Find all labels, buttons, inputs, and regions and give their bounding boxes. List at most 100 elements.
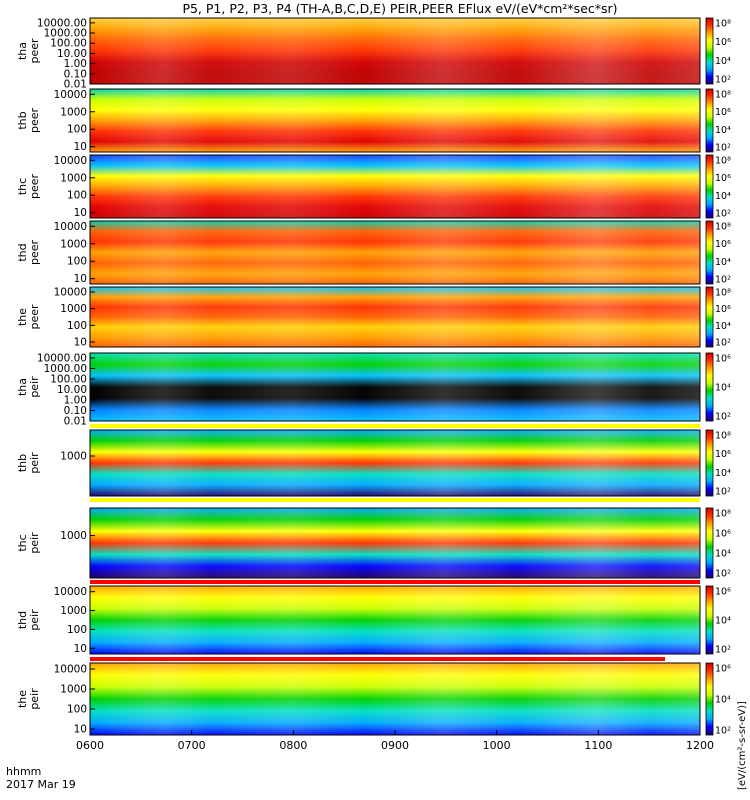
colorbar-tick-label: 10⁸ [715, 90, 731, 101]
spectrogram-texture [90, 89, 700, 152]
colorbar [705, 662, 714, 736]
y-axis-label-probe: tha [16, 42, 29, 60]
quality-flag-bar [90, 498, 700, 502]
panel-thb-peir: 1000 thb peir 10⁸ 10⁶ 10⁴ 10² [16, 429, 731, 498]
colorbar [705, 352, 714, 422]
spectrogram-texture [90, 430, 700, 496]
y-axis-label-probe: thb [16, 111, 29, 129]
colorbar-tick-label: 10⁶ [715, 107, 731, 118]
x-tick-label: 1100 [584, 739, 612, 752]
colorbar-tick-label: 10² [715, 143, 731, 154]
colorbar [705, 88, 714, 153]
x-tick-label: 0800 [279, 739, 307, 752]
colorbar-tick-label: 10² [715, 487, 731, 498]
colorbar-tick-label: 10⁶ [715, 449, 731, 460]
colorbar-tick-label: 10⁴ [715, 125, 731, 136]
panel-frame [89, 429, 701, 497]
y-axis-label-species: peer [28, 38, 41, 64]
colorbar-tick-label: 10⁶ [715, 37, 731, 48]
y-tick-label: 0.10 [64, 68, 87, 80]
y-axis-label-species: peer [28, 240, 41, 266]
time-axis: 0600 0700 0800 0900 1000 1100 1200 [76, 730, 714, 752]
colorbar-unit-label: [eV/(cm²-s-sr-eV)] [737, 701, 748, 790]
y-tick-label: 100.00 [50, 374, 87, 386]
y-axis-label-species: peir [28, 532, 41, 554]
colorbar-tick-label: 10² [715, 75, 731, 86]
panel-stack: 10000.001000.00100.0010.001.000.100.01th… [16, 17, 731, 736]
spectrogram-texture [90, 508, 700, 578]
y-axis-label-probe: thc [16, 178, 29, 195]
y-tick-label: 10000.00 [37, 17, 87, 29]
y-axis-label-probe: the [16, 690, 29, 708]
x-tick-label: 1200 [686, 739, 714, 752]
colorbar-tick-label: 10⁸ [715, 222, 731, 233]
y-tick-label: 1.00 [64, 395, 87, 407]
spectrogram-texture [90, 353, 700, 421]
spectrogram-texture [90, 155, 700, 218]
y-tick-label: 100 [67, 703, 87, 715]
y-tick-label: 1.00 [64, 58, 87, 70]
panel-frame [89, 220, 701, 285]
y-tick-label: 1000 [60, 172, 87, 184]
y-tick-label: 1000.00 [44, 28, 87, 40]
y-tick-label: 100.00 [50, 38, 87, 50]
colorbar [705, 507, 714, 579]
colorbar-tick-label: 10² [715, 209, 731, 220]
quality-flag-bar [90, 424, 700, 428]
colorbar-tick-label: 10⁶ [715, 354, 731, 365]
spectrogram-texture [90, 663, 700, 735]
y-tick-label: 10.00 [57, 48, 87, 60]
colorbar-tick-label: 10⁶ [715, 239, 731, 250]
colorbar-tick-label: 10⁸ [715, 288, 731, 299]
date-label: 2017 Mar 19 [6, 778, 76, 791]
panel-the-peer: 10000 1000 100 10 the peer 10⁸ 10⁶ 10⁴ 10² [16, 286, 731, 349]
y-axis-label-species: peir [28, 609, 41, 631]
y-axis-label-probe: thd [16, 243, 29, 261]
colorbar-tick-label: 10⁸ [715, 509, 731, 520]
y-tick-label: 100 [67, 320, 87, 332]
quality-flag-bar [90, 657, 665, 661]
panel-thd-peer: 10000 1000 100 10 thd peer 10⁸ 10⁶ 10⁴ 10² [16, 220, 731, 286]
y-axis-label-species: peir [28, 376, 41, 398]
panel-frame [89, 507, 701, 579]
figure-title: P5, P1, P2, P3, P4 (TH-A,B,C,D,E) PEIR,P… [182, 1, 617, 16]
y-axis-label-species: peer [28, 174, 41, 200]
colorbar-tick-label: 10⁴ [715, 549, 731, 560]
y-axis-label-probe: thb [16, 454, 29, 472]
colorbar [705, 220, 714, 285]
y-axis-label-species: peir [28, 688, 41, 710]
panel-thb-peer: 10000 1000 100 10 thb peer 10⁸ 10⁶ 10⁴ 10² [16, 88, 731, 154]
y-tick-label: 10000 [54, 221, 87, 233]
colorbar-tick-label: 10⁴ [715, 616, 731, 627]
spectrogram-texture [90, 586, 700, 654]
y-axis-label-probe: tha [16, 378, 29, 396]
y-tick-label: 10000.00 [37, 353, 87, 365]
y-tick-label: 10000 [54, 155, 87, 167]
x-tick-label: 0700 [178, 739, 206, 752]
y-axis-label-probe: the [16, 308, 29, 326]
y-axis-label-species: peir [28, 452, 41, 474]
y-tick-label: 0.10 [64, 405, 87, 417]
panel-thc-peer: 10000 1000 100 10 thc peer 10⁸ 10⁶ 10⁴ 10² [16, 154, 731, 220]
colorbar-tick-label: 10⁶ [715, 304, 731, 315]
y-tick-label: 0.01 [64, 416, 87, 428]
y-tick-label: 1000 [60, 451, 87, 463]
panel-frame [89, 286, 701, 348]
colorbar-tick-label: 10⁶ [715, 664, 731, 675]
colorbar-tick-label: 10⁸ [715, 19, 731, 30]
colorbar [705, 286, 714, 348]
y-tick-label: 10.00 [57, 384, 87, 396]
y-tick-label: 10 [74, 643, 87, 655]
y-tick-label: 10000 [54, 287, 87, 299]
y-axis-label-probe: thc [16, 534, 29, 551]
y-tick-label: 10000 [54, 586, 87, 598]
spectrogram-texture [90, 221, 700, 284]
time-axis-label: hhmm [6, 765, 41, 778]
y-axis-label-species: peer [28, 108, 41, 134]
x-tick-label: 1000 [483, 739, 511, 752]
y-tick-label: 10000 [54, 89, 87, 101]
y-tick-label: 10000 [54, 664, 87, 676]
